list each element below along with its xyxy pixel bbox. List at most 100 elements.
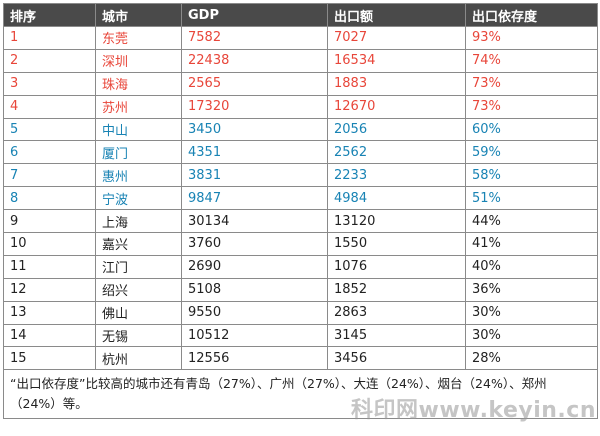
cell-gdp: 5108 bbox=[181, 277, 328, 302]
cell-export: 1076 bbox=[327, 254, 466, 279]
cell-gdp: 4351 bbox=[181, 140, 328, 165]
cell-ratio: 73% bbox=[465, 94, 598, 119]
table-row: 6 厦门 4351 2562 59% bbox=[3, 140, 598, 165]
cell-ratio: 73% bbox=[465, 71, 598, 96]
cell-rank: 1 bbox=[3, 26, 96, 50]
cell-export: 3145 bbox=[327, 323, 466, 348]
cell-rank: 8 bbox=[3, 186, 96, 211]
table-row: 15 杭州 12556 3456 28% bbox=[3, 346, 598, 371]
table-row: 12 绍兴 5108 1852 36% bbox=[3, 277, 598, 302]
cell-rank: 12 bbox=[3, 277, 96, 302]
table-row: 14 无锡 10512 3145 30% bbox=[3, 323, 598, 348]
cell-ratio: 44% bbox=[465, 209, 598, 234]
header-gdp: GDP bbox=[181, 3, 328, 27]
cell-ratio: 36% bbox=[465, 277, 598, 302]
header-ratio: 出口依存度 bbox=[465, 3, 598, 27]
cell-ratio: 93% bbox=[465, 26, 598, 50]
header-city: 城市 bbox=[95, 3, 182, 27]
cell-rank: 2 bbox=[3, 48, 96, 73]
cell-rank: 4 bbox=[3, 94, 96, 119]
cell-rank: 7 bbox=[3, 163, 96, 188]
cell-export: 2562 bbox=[327, 140, 466, 165]
cell-export: 1550 bbox=[327, 232, 466, 256]
cell-city: 珠海 bbox=[95, 71, 182, 96]
header-export: 出口额 bbox=[327, 3, 466, 27]
table-row: 8 宁波 9847 4984 51% bbox=[3, 186, 598, 211]
cell-gdp: 3831 bbox=[181, 163, 328, 188]
cell-gdp: 9550 bbox=[181, 300, 328, 325]
footnote: “出口依存度”比较高的城市还有青岛（27%）、广州（27%）、大连（24%）、烟… bbox=[3, 369, 598, 420]
table-row: 9 上海 30134 13120 44% bbox=[3, 209, 598, 234]
cell-ratio: 30% bbox=[465, 323, 598, 348]
cell-export: 1852 bbox=[327, 277, 466, 302]
cell-export: 2056 bbox=[327, 117, 466, 142]
cell-gdp: 22438 bbox=[181, 48, 328, 73]
cell-export: 3456 bbox=[327, 346, 466, 371]
cell-gdp: 17320 bbox=[181, 94, 328, 119]
cell-rank: 3 bbox=[3, 71, 96, 96]
cell-export: 2233 bbox=[327, 163, 466, 188]
cell-export: 13120 bbox=[327, 209, 466, 234]
cell-ratio: 40% bbox=[465, 254, 598, 279]
cell-city: 苏州 bbox=[95, 94, 182, 119]
header-rank: 排序 bbox=[3, 3, 96, 27]
table-row: 1 东莞 7582 7027 93% bbox=[3, 26, 598, 50]
cell-gdp: 30134 bbox=[181, 209, 328, 234]
cell-export: 1883 bbox=[327, 71, 466, 96]
cell-rank: 5 bbox=[3, 117, 96, 142]
cell-gdp: 3760 bbox=[181, 232, 328, 256]
cell-export: 12670 bbox=[327, 94, 466, 119]
cell-gdp: 9847 bbox=[181, 186, 328, 211]
table-row: 3 珠海 2565 1883 73% bbox=[3, 71, 598, 96]
cell-city: 深圳 bbox=[95, 48, 182, 73]
cell-gdp: 2565 bbox=[181, 71, 328, 96]
cell-rank: 15 bbox=[3, 346, 96, 371]
cell-city: 杭州 bbox=[95, 346, 182, 371]
table-body: 1 东莞 7582 7027 93% 2 深圳 22438 16534 74% 3 珠海 2565 188… bbox=[3, 26, 598, 371]
export-dependency-table: 排序 城市 GDP 出口额 出口依存度 1 东莞 7582 7027 93% 2 深圳 224… bbox=[3, 3, 598, 420]
cell-ratio: 58% bbox=[465, 163, 598, 188]
cell-city: 江门 bbox=[95, 254, 182, 279]
table-row: 7 惠州 3831 2233 58% bbox=[3, 163, 598, 188]
cell-city: 宁波 bbox=[95, 186, 182, 211]
cell-gdp: 3450 bbox=[181, 117, 328, 142]
cell-export: 4984 bbox=[327, 186, 466, 211]
cell-city: 厦门 bbox=[95, 140, 182, 165]
cell-rank: 10 bbox=[3, 232, 96, 256]
header-row: 排序 城市 GDP 出口额 出口依存度 bbox=[3, 3, 598, 27]
cell-export: 7027 bbox=[327, 26, 466, 50]
cell-city: 嘉兴 bbox=[95, 232, 182, 256]
table-row: 2 深圳 22438 16534 74% bbox=[3, 48, 598, 73]
cell-city: 上海 bbox=[95, 209, 182, 234]
cell-ratio: 30% bbox=[465, 300, 598, 325]
cell-rank: 11 bbox=[3, 254, 96, 279]
cell-city: 佛山 bbox=[95, 300, 182, 325]
table-row: 4 苏州 17320 12670 73% bbox=[3, 94, 598, 119]
cell-city: 无锡 bbox=[95, 323, 182, 348]
cell-ratio: 74% bbox=[465, 48, 598, 73]
cell-ratio: 60% bbox=[465, 117, 598, 142]
cell-city: 惠州 bbox=[95, 163, 182, 188]
cell-export: 2863 bbox=[327, 300, 466, 325]
cell-export: 16534 bbox=[327, 48, 466, 73]
cell-ratio: 41% bbox=[465, 232, 598, 256]
table-row: 10 嘉兴 3760 1550 41% bbox=[3, 232, 598, 256]
cell-gdp: 10512 bbox=[181, 323, 328, 348]
cell-city: 东莞 bbox=[95, 26, 182, 50]
cell-ratio: 59% bbox=[465, 140, 598, 165]
cell-rank: 6 bbox=[3, 140, 96, 165]
table-row: 13 佛山 9550 2863 30% bbox=[3, 300, 598, 325]
cell-gdp: 7582 bbox=[181, 26, 328, 50]
table-row: 11 江门 2690 1076 40% bbox=[3, 254, 598, 279]
table-row: 5 中山 3450 2056 60% bbox=[3, 117, 598, 142]
cell-ratio: 28% bbox=[465, 346, 598, 371]
cell-rank: 9 bbox=[3, 209, 96, 234]
cell-gdp: 2690 bbox=[181, 254, 328, 279]
note-row: “出口依存度”比较高的城市还有青岛（27%）、广州（27%）、大连（24%）、烟… bbox=[3, 369, 598, 420]
cell-rank: 13 bbox=[3, 300, 96, 325]
cell-gdp: 12556 bbox=[181, 346, 328, 371]
cell-rank: 14 bbox=[3, 323, 96, 348]
cell-city: 中山 bbox=[95, 117, 182, 142]
cell-ratio: 51% bbox=[465, 186, 598, 211]
cell-city: 绍兴 bbox=[95, 277, 182, 302]
